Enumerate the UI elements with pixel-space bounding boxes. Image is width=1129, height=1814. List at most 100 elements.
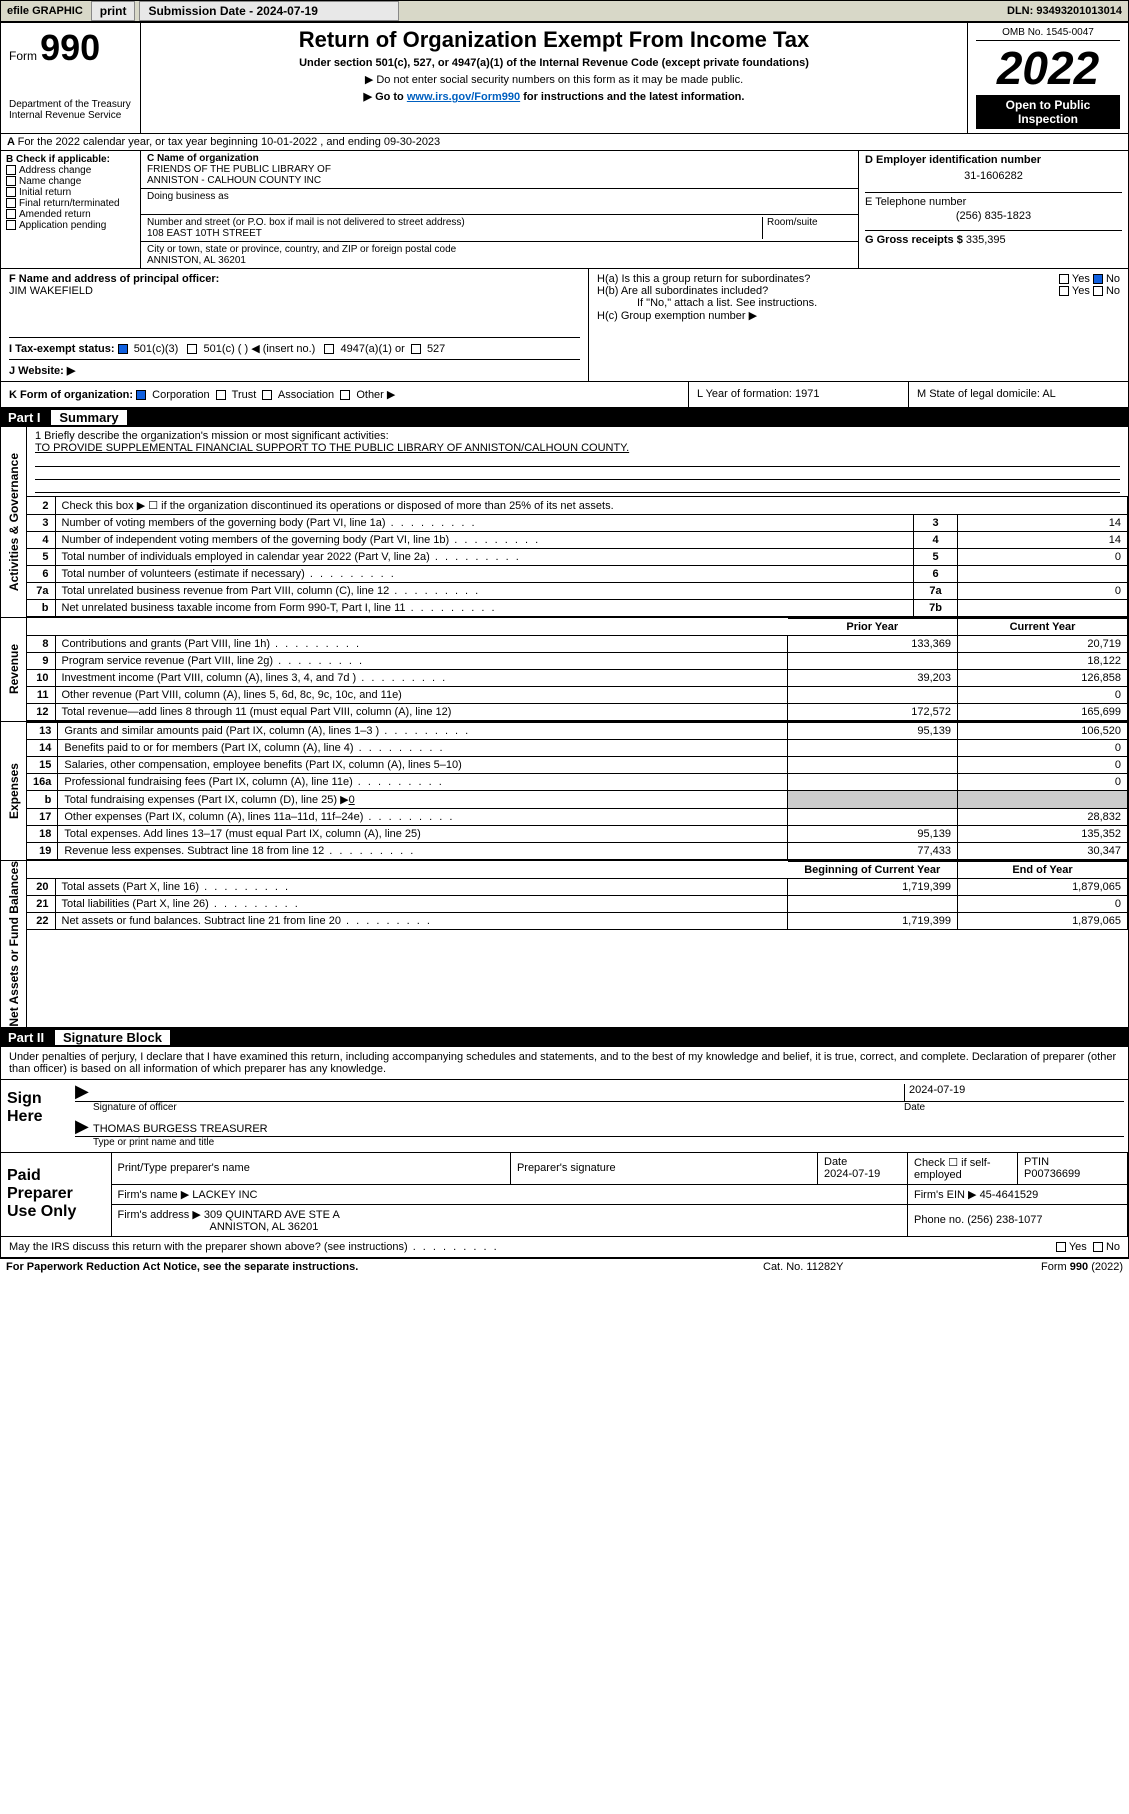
expenses-table: 13Grants and similar amounts paid (Part … [27,722,1128,860]
cb-other[interactable] [340,390,350,400]
officer-name: JIM WAKEFIELD [9,285,580,297]
omb-label: OMB No. 1545-0047 [976,27,1120,41]
c15: 0 [958,757,1128,774]
c8: 20,719 [958,636,1128,653]
return-title: Return of Organization Exempt From Incom… [149,27,959,53]
c10: 126,858 [958,670,1128,687]
cb-ha-no[interactable] [1093,274,1103,284]
b-label: B Check if applicable: [6,154,135,165]
line7a: Total unrelated business revenue from Pa… [55,583,914,600]
firm-addr2: ANNISTON, AL 36201 [118,1221,319,1233]
d-label: D Employer identification number [865,154,1122,166]
go-to-post: for instructions and the latest informat… [523,91,744,103]
val4: 14 [958,532,1128,549]
c20: 1,879,065 [958,879,1128,896]
p8: 133,369 [788,636,958,653]
cb-hb-no[interactable] [1093,286,1103,296]
line-a: A For the 2022 calendar year, or tax yea… [0,134,1129,151]
form-right: OMB No. 1545-0047 2022 Open to Public In… [968,23,1128,133]
e-label: E Telephone number [865,192,1122,208]
hc-label: H(c) Group exemption number ▶ [597,309,1120,322]
f-label: F Name and address of principal officer: [9,273,580,285]
line22: Net assets or fund balances. Subtract li… [55,913,788,930]
cb-final[interactable]: Final return/terminated [6,198,135,209]
c22: 1,879,065 [958,913,1128,930]
val3: 14 [958,515,1128,532]
section-fh: F Name and address of principal officer:… [0,269,1129,382]
form990-link[interactable]: www.irs.gov/Form990 [407,91,520,103]
cb-501c[interactable] [187,344,197,354]
line9: Program service revenue (Part VIII, line… [55,653,788,670]
cb-amended[interactable]: Amended return [6,209,135,220]
sig-name-label: Type or print name and title [93,1137,214,1148]
p14 [788,740,958,757]
cb-may-no[interactable] [1093,1242,1103,1252]
firm-phone: (256) 238-1077 [967,1214,1042,1226]
val7b [958,600,1128,617]
hb-row: H(b) Are all subordinates included? Yes … [597,285,1120,297]
corp-label: Corporation [152,389,209,401]
line6: Total number of volunteers (estimate if … [55,566,914,583]
declaration-text: Under penalties of perjury, I declare th… [1,1047,1128,1080]
501c-label: 501(c) ( ) ◀ (insert no.) [204,343,316,355]
p16a [788,774,958,791]
top-toolbar: efile GRAPHIC print Submission Date - 20… [0,0,1129,22]
line12: Total revenue—add lines 8 through 11 (mu… [55,704,788,721]
cb-ha-yes[interactable] [1059,274,1069,284]
sig-sub-2: Type or print name and title [75,1137,1124,1148]
part2-sub: Signature Block [55,1030,170,1045]
block-netassets: Net Assets or Fund Balances Beginning of… [0,861,1129,1028]
submission-date-button[interactable]: Submission Date - 2024-07-19 [139,1,399,21]
firm-ein: 45-4641529 [980,1189,1039,1201]
c11: 0 [958,687,1128,704]
cb-hb-yes[interactable] [1059,286,1069,296]
go-to-pre: ▶ Go to [364,91,407,103]
501c3-label: 501(c)(3) [134,343,179,355]
netassets-table: Beginning of Current YearEnd of Year 20T… [27,861,1128,930]
city-value: ANNISTON, AL 36201 [147,255,852,266]
form-mid: Return of Organization Exempt From Incom… [141,23,968,133]
cb-assoc[interactable] [262,390,272,400]
p21 [788,896,958,913]
line2: Check this box ▶ ☐ if the organization d… [55,497,1128,515]
subtitle-1: Under section 501(c), 527, or 4947(a)(1)… [149,57,959,69]
street-value: 108 EAST 10TH STREET [147,228,762,239]
p9 [788,653,958,670]
cb-trust[interactable] [216,390,226,400]
line1: 1 Briefly describe the organization's mi… [27,427,1128,496]
governance-body: 1 Briefly describe the organization's mi… [27,427,1128,617]
cb-501c3[interactable] [118,344,128,354]
form-header: Form 990 Department of the Treasury Inte… [0,22,1129,134]
l-col: L Year of formation: 1971 [688,382,908,407]
netassets-body: Beginning of Current YearEnd of Year 20T… [27,861,1128,1027]
cb-address[interactable]: Address change [6,165,135,176]
g-row: G Gross receipts $ 335,395 [865,230,1122,246]
cb-may-yes[interactable] [1056,1242,1066,1252]
cb-name[interactable]: Name change [6,176,135,187]
c14: 0 [958,740,1128,757]
p20: 1,719,399 [788,879,958,896]
cb-corp[interactable] [136,390,146,400]
governance-table: 2Check this box ▶ ☐ if the organization … [27,496,1128,617]
cb-initial[interactable]: Initial return [6,187,135,198]
m-col: M State of legal domicile: AL [908,382,1128,407]
cb-527[interactable] [411,344,421,354]
block-revenue: Revenue Prior YearCurrent Year 8Contribu… [0,618,1129,722]
line11: Other revenue (Part VIII, column (A), li… [55,687,788,704]
footer-right: Form 990 (2022) [963,1261,1123,1273]
line18: Total expenses. Add lines 13–17 (must eq… [58,826,788,843]
p15 [788,757,958,774]
c-name-block: C Name of organization FRIENDS OF THE PU… [141,151,858,189]
expenses-body: 13Grants and similar amounts paid (Part … [27,722,1128,860]
print-button[interactable]: print [91,1,136,21]
footer-mid: Cat. No. 11282Y [763,1261,963,1273]
ein-value: 31-1606282 [865,166,1122,192]
cb-4947[interactable] [324,344,334,354]
cb-app-pending[interactable]: Application pending [6,220,135,231]
hb-note: If "No," attach a list. See instructions… [597,297,1120,309]
line-a-text: For the 2022 calendar year, or tax year … [18,136,441,148]
col-c: C Name of organization FRIENDS OF THE PU… [141,151,858,268]
city-block: City or town, state or province, country… [141,242,858,268]
assoc-label: Association [278,389,334,401]
val5: 0 [958,549,1128,566]
